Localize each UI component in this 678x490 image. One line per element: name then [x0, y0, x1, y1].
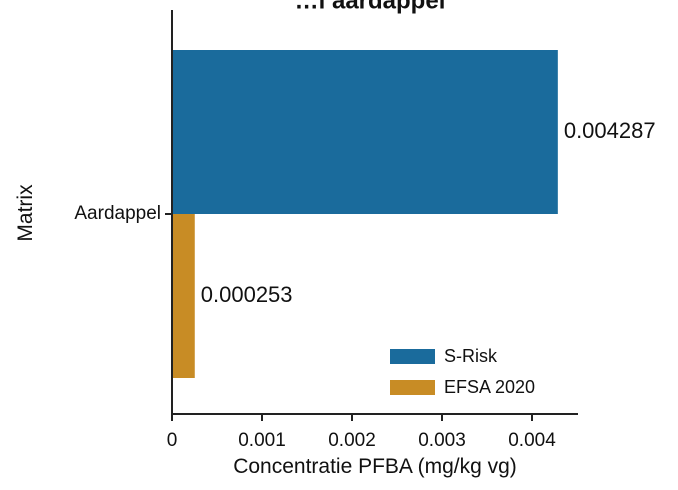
data-labels: 0.004287 0.000253 [201, 118, 656, 307]
x-axis-label: Concentratie PFBA (mg/kg vg) [233, 455, 517, 478]
chart-title: …l aardappel [295, 0, 446, 14]
x-tick-label: 0.004 [508, 430, 556, 451]
bar-efsa-2020 [172, 214, 195, 378]
bar-group [172, 50, 558, 378]
x-tick-label: 0 [167, 430, 178, 451]
data-label-efsa-2020: 0.000253 [201, 282, 293, 307]
legend-swatch [390, 380, 435, 395]
x-axis-ticks: 0 0.001 0.002 0.003 0.004 [167, 414, 556, 451]
y-axis-ticks: Aardappel [74, 203, 172, 224]
y-tick-label: Aardappel [74, 203, 161, 224]
y-axis-label: Matrix [14, 184, 37, 242]
legend-label: EFSA 2020 [444, 377, 535, 397]
x-tick-label: 0.002 [328, 430, 376, 451]
x-tick-label: 0.003 [418, 430, 466, 451]
bar-s-risk [172, 50, 558, 214]
x-tick-label: 0.001 [238, 430, 286, 451]
legend: S-Risk EFSA 2020 [390, 346, 535, 397]
data-label-s-risk: 0.004287 [564, 118, 656, 143]
legend-label: S-Risk [444, 346, 498, 366]
legend-swatch [390, 349, 435, 364]
